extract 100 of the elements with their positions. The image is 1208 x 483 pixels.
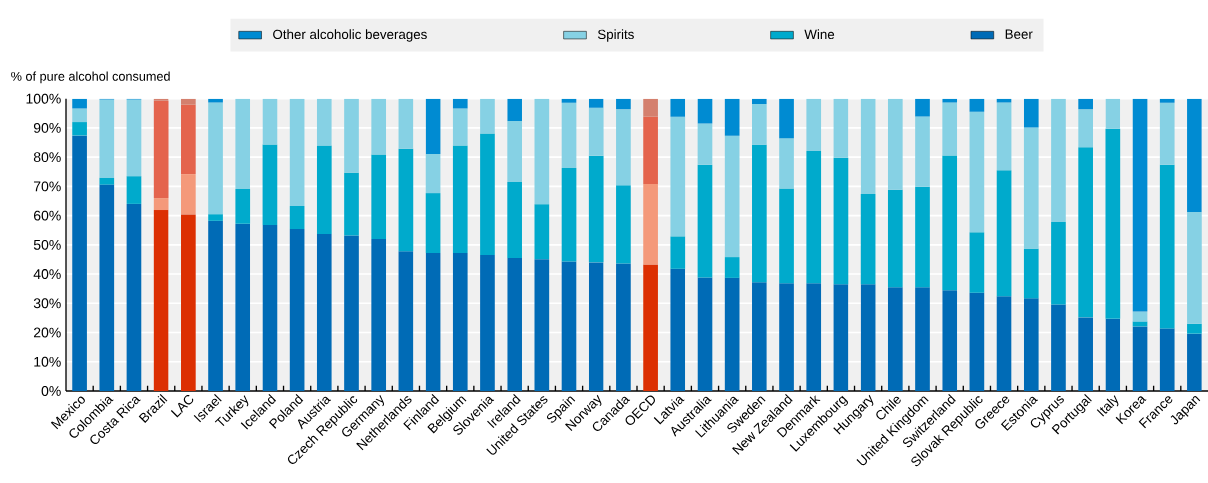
y-tick-label: 80% bbox=[33, 152, 61, 163]
bar bbox=[588, 262, 604, 391]
bar bbox=[153, 198, 169, 211]
y-tick-label: 50% bbox=[33, 239, 61, 250]
bar bbox=[153, 210, 169, 391]
y-tick-label: 100% bbox=[26, 93, 61, 104]
bar bbox=[344, 235, 359, 391]
bar bbox=[670, 268, 686, 391]
bar bbox=[942, 102, 958, 156]
legend-label: Other alcoholic beverages bbox=[273, 29, 427, 42]
bar bbox=[452, 253, 468, 391]
bar bbox=[425, 193, 441, 254]
bar bbox=[670, 98, 686, 117]
bar bbox=[969, 98, 985, 112]
bar bbox=[779, 188, 794, 284]
bar bbox=[1023, 98, 1039, 128]
bar bbox=[996, 170, 1012, 297]
bar bbox=[316, 234, 332, 391]
bar bbox=[452, 145, 468, 254]
bar bbox=[126, 99, 142, 177]
bar bbox=[480, 98, 495, 134]
bar bbox=[643, 264, 658, 391]
bar bbox=[289, 98, 305, 206]
bar bbox=[860, 193, 876, 285]
bar bbox=[1187, 333, 1202, 391]
bar bbox=[1132, 98, 1148, 312]
bar bbox=[697, 123, 713, 165]
bar bbox=[752, 144, 767, 283]
bar bbox=[480, 255, 495, 391]
bar bbox=[588, 155, 604, 263]
bar bbox=[887, 98, 903, 190]
bar bbox=[181, 98, 196, 105]
bar bbox=[561, 167, 577, 262]
y-tick-label: 10% bbox=[34, 356, 61, 367]
bar bbox=[643, 116, 658, 185]
bar bbox=[126, 176, 142, 204]
y-axis-title: % of pure alcohol consumed bbox=[11, 71, 170, 84]
bar bbox=[1051, 222, 1066, 305]
bar bbox=[1051, 304, 1066, 391]
bar bbox=[561, 261, 577, 391]
bar bbox=[507, 98, 522, 121]
bar bbox=[806, 283, 822, 391]
bar bbox=[507, 120, 522, 182]
bar bbox=[344, 172, 359, 236]
bar bbox=[99, 184, 115, 391]
bar bbox=[344, 98, 359, 173]
bar bbox=[561, 102, 577, 168]
bar bbox=[969, 292, 985, 391]
bar bbox=[371, 98, 387, 155]
bar bbox=[779, 98, 794, 139]
bar bbox=[452, 98, 468, 109]
bar bbox=[915, 98, 930, 117]
bar bbox=[398, 98, 414, 149]
bar bbox=[1105, 98, 1121, 129]
bar bbox=[833, 284, 849, 391]
bar bbox=[942, 155, 958, 291]
bar bbox=[779, 283, 794, 391]
bar bbox=[181, 214, 196, 391]
bar bbox=[507, 257, 522, 391]
bar bbox=[833, 157, 849, 285]
bar bbox=[1023, 248, 1039, 299]
bar bbox=[616, 109, 631, 186]
bar bbox=[724, 135, 740, 258]
bar bbox=[996, 296, 1012, 391]
bar bbox=[860, 98, 876, 194]
bar bbox=[697, 164, 713, 278]
bar bbox=[752, 103, 767, 145]
bar bbox=[1078, 109, 1093, 148]
bar bbox=[208, 214, 223, 221]
bar bbox=[752, 282, 767, 391]
bar bbox=[915, 287, 930, 391]
y-tick-label: 90% bbox=[33, 122, 61, 133]
bar bbox=[507, 181, 522, 258]
bar bbox=[534, 204, 550, 260]
legend-label: Wine bbox=[804, 29, 835, 40]
bar bbox=[561, 98, 577, 103]
bar bbox=[72, 98, 87, 109]
bar bbox=[752, 98, 767, 104]
bar bbox=[643, 98, 658, 117]
bar bbox=[1159, 328, 1175, 391]
bar bbox=[480, 133, 495, 256]
bar bbox=[588, 107, 604, 156]
bar bbox=[969, 232, 985, 293]
bar bbox=[398, 251, 414, 391]
bar bbox=[262, 144, 278, 225]
bar bbox=[1078, 98, 1093, 110]
bar bbox=[262, 98, 278, 145]
bar bbox=[588, 98, 604, 108]
y-tick-label: 20% bbox=[33, 327, 61, 338]
bar bbox=[724, 98, 740, 136]
bar bbox=[643, 184, 658, 265]
bar bbox=[1105, 128, 1121, 319]
bar bbox=[534, 259, 550, 391]
bar bbox=[1187, 212, 1202, 324]
bar bbox=[289, 229, 305, 391]
bar bbox=[425, 153, 441, 194]
bar bbox=[616, 185, 631, 264]
bar bbox=[425, 253, 441, 391]
bar bbox=[833, 98, 849, 158]
bar bbox=[915, 186, 930, 288]
